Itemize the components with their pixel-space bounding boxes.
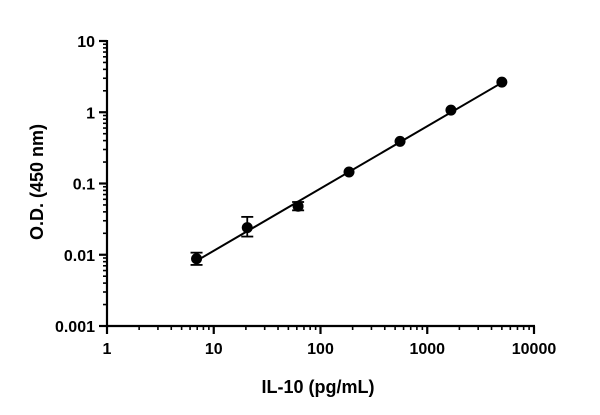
- y-tick-label: 10: [77, 34, 95, 51]
- y-axis-title: O.D. (450 nm): [27, 124, 47, 240]
- x-axis-title: IL-10 (pg/mL): [262, 377, 375, 397]
- x-axis-ticks: 1 10 100 1000 10000: [103, 326, 557, 358]
- y-tick-label: 1: [86, 105, 95, 122]
- data-point: [394, 135, 406, 147]
- axes: [105, 40, 535, 328]
- x-tick-label: 1000: [409, 341, 445, 358]
- data-point: [292, 200, 304, 212]
- data-point: [496, 76, 508, 88]
- data-point: [343, 166, 355, 178]
- x-tick-label: 10: [205, 341, 223, 358]
- data-points: [191, 76, 508, 265]
- data-point: [241, 222, 253, 234]
- y-tick-label: 0.01: [64, 248, 95, 265]
- y-tick-label: 0.1: [73, 177, 95, 194]
- y-axis-ticks: 0.001 0.01 0.1 1 10: [55, 34, 107, 336]
- y-tick-label: 0.001: [55, 319, 95, 336]
- data-point: [191, 253, 203, 265]
- x-tick-label: 1: [103, 341, 112, 358]
- x-tick-label: 10000: [512, 341, 557, 358]
- x-tick-label: 100: [307, 341, 334, 358]
- data-point: [445, 104, 457, 116]
